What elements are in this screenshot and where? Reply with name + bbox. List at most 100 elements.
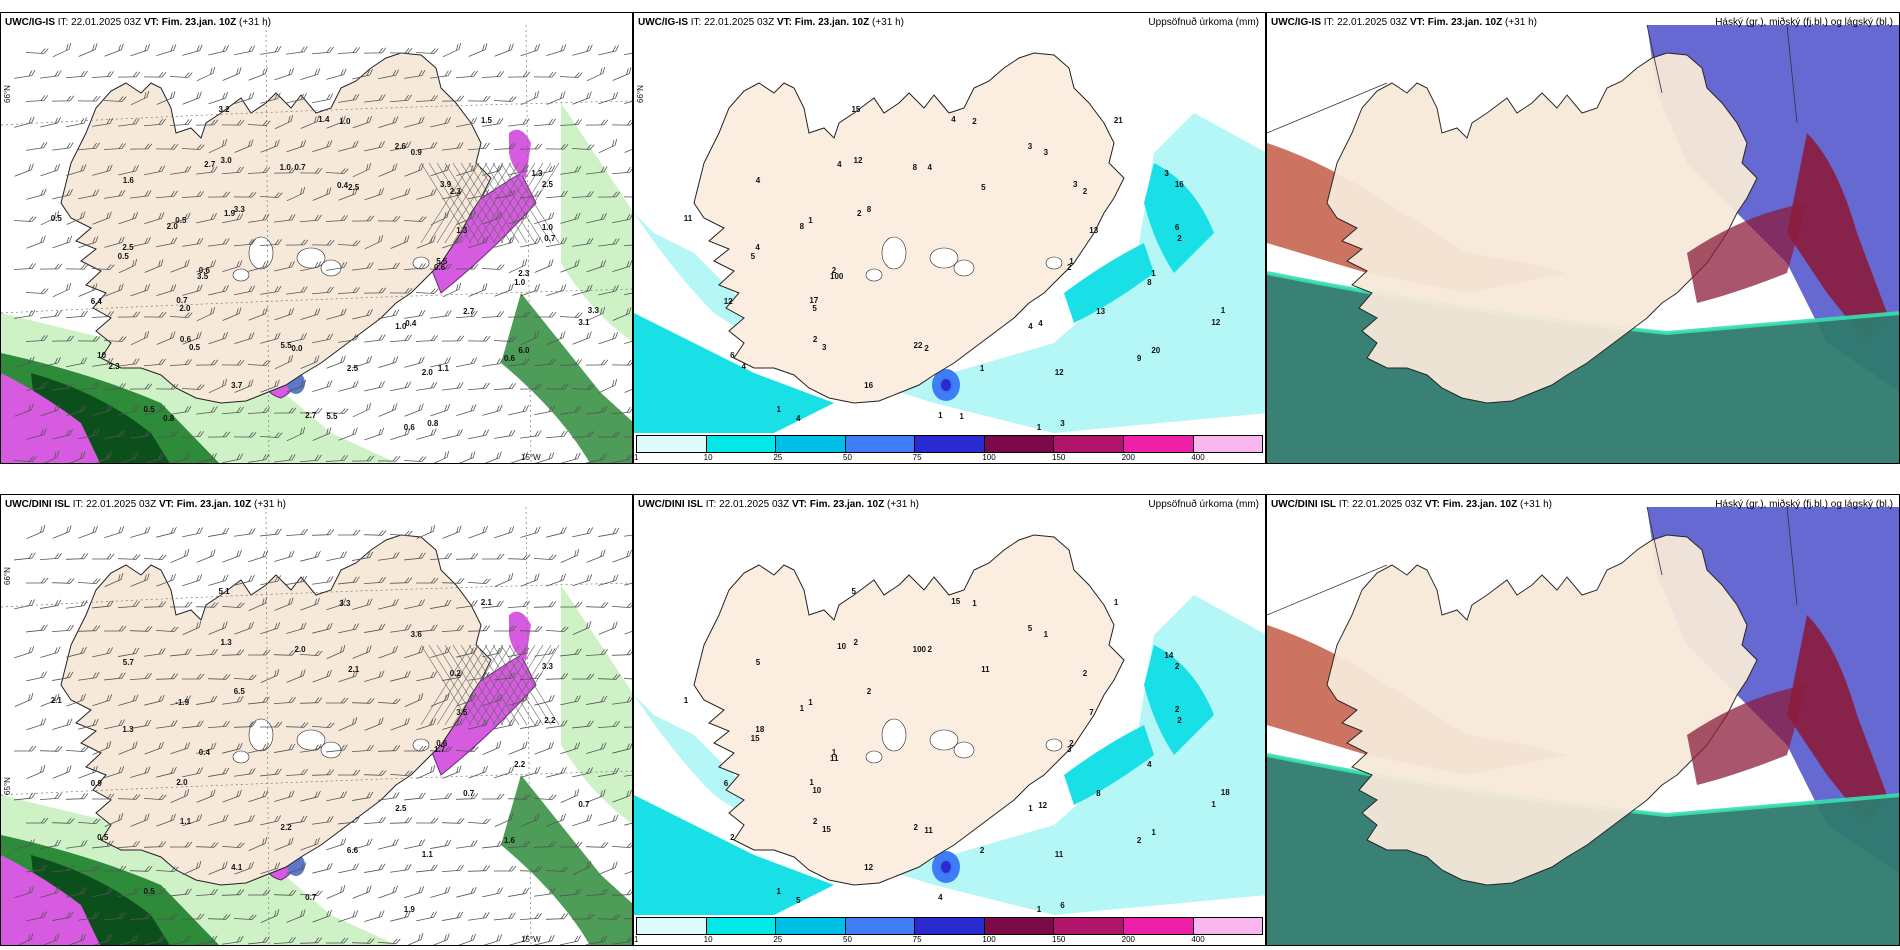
init-time: IT: 22.01.2025 03Z <box>690 17 777 28</box>
value-label: 1.1 <box>421 850 433 860</box>
model-name: UWC/DINI ISL <box>5 499 70 510</box>
colorbar-segment <box>1193 436 1263 452</box>
value-label: 2 <box>812 335 818 345</box>
value-label: 2 <box>979 845 985 855</box>
colorbar-tick-label: 75 <box>912 453 922 462</box>
colorbar-segment <box>706 436 777 452</box>
value-label: 2.0 <box>179 303 191 313</box>
value-label: 5.1 <box>218 586 230 596</box>
value-label: 13 <box>1089 225 1099 235</box>
axis-label: 66°N <box>3 85 12 103</box>
value-label: 1 <box>808 215 813 225</box>
value-label: 3.0 <box>220 155 232 165</box>
colorbar-tick-label: 10 <box>703 935 713 944</box>
value-label: 1 <box>1043 629 1049 639</box>
colorbar-tick-label: 150 <box>1052 935 1066 944</box>
value-label: 15 <box>821 824 831 834</box>
colorbar-tick-label: 200 <box>1121 453 1136 462</box>
value-label: 0.5 <box>50 213 62 223</box>
value-label: 2.3 <box>108 362 120 372</box>
panel-igis-wind: UWC/IG-IS IT: 22.01.2025 03Z VT: Fim. 23… <box>0 12 633 464</box>
value-label: 1.9 <box>403 904 415 914</box>
value-label: 15 <box>851 104 861 114</box>
colorbar-tick-label: 400 <box>1191 453 1205 462</box>
value-label: 6 <box>723 779 729 789</box>
field-title: Uppsöfnuð úrkoma (mm) <box>1148 17 1259 28</box>
value-label: 0.7 <box>176 296 188 306</box>
value-label: 15 <box>951 596 961 606</box>
value-label: 18 <box>1220 787 1230 797</box>
value-label: 1.0 <box>541 223 553 233</box>
value-label: 0.5 <box>97 833 109 843</box>
colorbar-segment <box>706 918 777 934</box>
value-label: 11 <box>683 213 693 223</box>
value-label: 11 <box>830 753 839 763</box>
value-label: 2.3 <box>449 186 461 196</box>
value-label: 12 <box>1054 368 1064 378</box>
value-label: 100 <box>912 644 926 654</box>
axis-label: 65°N <box>3 777 12 795</box>
value-label: 2 <box>1174 662 1180 672</box>
value-label: 8 <box>1147 278 1152 288</box>
value-label: 18 <box>755 725 765 735</box>
value-label: 3 <box>1073 179 1078 189</box>
value-label: 0.7 <box>305 892 317 902</box>
colorbar-segment <box>776 436 846 452</box>
colorbar-segment <box>1054 436 1124 452</box>
colorbar <box>636 917 1263 935</box>
value-label: 2.5 <box>395 803 407 813</box>
value-label: 4 <box>938 892 943 902</box>
panel-igis-clouds: UWC/IG-IS IT: 22.01.2025 03Z VT: Fim. 23… <box>1266 12 1900 464</box>
value-label: 1.0 <box>395 321 407 331</box>
value-label: 1.0 <box>514 278 526 288</box>
map-canvas <box>1267 13 1899 463</box>
panel-dini-wind: UWC/DINI ISL IT: 22.01.2025 03Z VT: Fim.… <box>0 494 633 946</box>
value-label: 3 <box>1067 745 1072 754</box>
colorbar-segment <box>984 436 1055 452</box>
value-label: 4 <box>1038 319 1043 329</box>
wind-barbs <box>14 525 632 945</box>
value-label: 1 <box>972 598 977 608</box>
value-label: 1.1 <box>179 817 192 827</box>
value-label: 3 <box>1060 419 1065 429</box>
value-label: 2 <box>913 823 918 833</box>
value-label: 6 <box>1174 223 1180 233</box>
value-label: 2 <box>927 644 932 654</box>
value-label: 3.5 <box>197 271 209 281</box>
value-label: 0.6 <box>198 265 210 275</box>
colorbar-segment <box>984 918 1055 934</box>
lead-time: (+31 h) <box>251 499 286 510</box>
value-label: 1 <box>1036 904 1042 914</box>
value-label: 2.3 <box>518 268 530 278</box>
colorbar-tick-label: 400 <box>1191 935 1205 944</box>
value-label: -1.9 <box>175 697 190 707</box>
panel-title: UWC/IG-IS IT: 22.01.2025 03Z VT: Fim. 23… <box>1271 17 1537 28</box>
valid-time: Fim. 23.jan. 10Z <box>794 17 870 28</box>
value-label: 2.7 <box>204 159 216 169</box>
colorbar-segment <box>915 918 985 934</box>
value-label: 2 <box>1067 263 1072 272</box>
value-label: 2.0 <box>176 778 188 788</box>
value-label: 1.3 <box>531 169 543 179</box>
panel-title: UWC/DINI ISL IT: 22.01.2025 03Z VT: Fim.… <box>638 499 919 510</box>
valid-time-label: VT: <box>143 17 162 28</box>
model-name: UWC/IG-IS <box>5 17 55 28</box>
value-label: 5.5 <box>280 341 292 351</box>
colorbar-tick-label: 10 <box>703 453 713 462</box>
hatching <box>420 644 560 726</box>
value-label: 1.7 <box>434 745 446 754</box>
value-label: 10 <box>837 641 847 651</box>
init-time: IT: 22.01.2025 03Z <box>1323 17 1410 28</box>
value-label: 5 <box>1027 624 1033 634</box>
value-label: 1 <box>1028 803 1033 813</box>
colorbar-tick-label: 25 <box>773 935 783 944</box>
value-label: 3.7 <box>231 381 243 391</box>
value-label: 4 <box>755 176 761 186</box>
value-label: 1 <box>1036 422 1042 432</box>
colorbar-tick-label: 50 <box>843 935 852 944</box>
value-label: 12 <box>864 863 874 873</box>
value-label: 2.2 <box>280 823 292 833</box>
valid-time: Fim. 23.jan. 10Z <box>176 499 252 510</box>
value-label: 4 <box>1028 321 1033 331</box>
value-label: 10 <box>812 785 822 795</box>
